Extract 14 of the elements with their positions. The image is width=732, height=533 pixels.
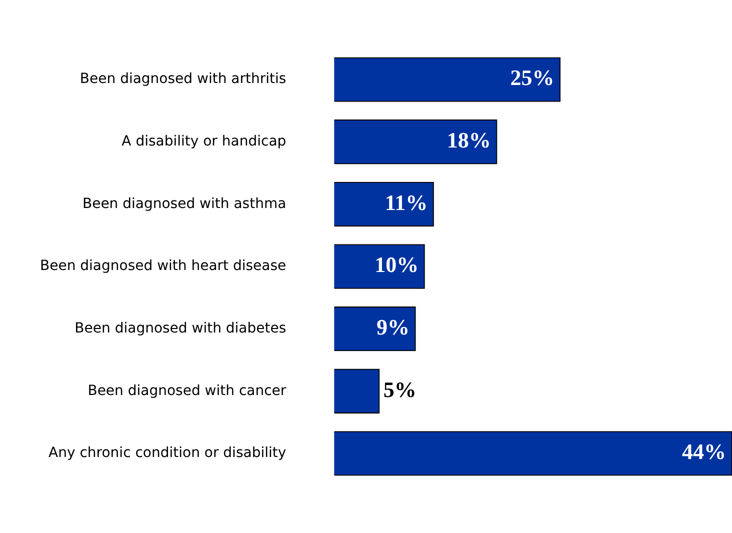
y-tick-label: Been diagnosed with arthritis <box>80 71 286 88</box>
data-label: 10% <box>374 252 419 278</box>
y-tick-label: Any chronic condition or disability <box>48 445 286 462</box>
y-tick-label: A disability or handicap <box>122 134 286 150</box>
y-tick-label: Been diagnosed with diabetes <box>74 320 286 336</box>
data-label: 5% <box>383 376 416 402</box>
data-label: 18% <box>446 128 491 153</box>
y-tick-label: Been diagnosed with heart disease <box>40 258 286 274</box>
data-label: 44% <box>682 439 726 464</box>
y-tick-label: Been diagnosed with cancer <box>88 382 286 399</box>
data-label: 11% <box>384 190 428 215</box>
data-label: 9% <box>376 314 410 340</box>
y-tick-label: Been diagnosed with asthma <box>82 196 286 212</box>
data-label: 25% <box>510 65 554 90</box>
